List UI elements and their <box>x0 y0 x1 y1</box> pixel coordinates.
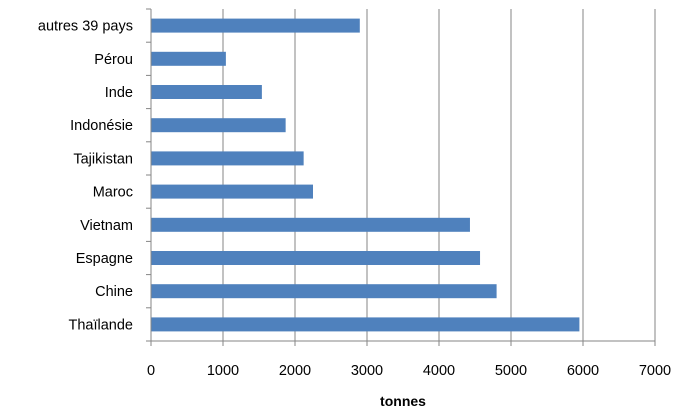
gridlines <box>222 9 656 341</box>
bar <box>151 151 304 166</box>
category-label: Chine <box>95 284 133 300</box>
bar <box>151 284 497 299</box>
x-tick-label: 3000 <box>351 363 383 379</box>
category-label: Inde <box>105 85 133 101</box>
category-label: Pérou <box>94 52 133 68</box>
category-label: Thaïlande <box>69 317 134 333</box>
category-label: Tajikistan <box>73 151 133 167</box>
x-tick-label: 7000 <box>639 363 671 379</box>
x-tick-label: 6000 <box>567 363 599 379</box>
bar <box>151 18 360 33</box>
bar <box>151 85 262 99</box>
tick-labels: 0 1000 2000 3000 4000 5000 6000 7000 <box>147 363 671 379</box>
category-label: autres 39 pays <box>38 19 133 35</box>
category-labels: Thaïlande Chine Espagne Vietnam Maroc Tajikis… <box>38 19 133 334</box>
x-tick-label: 0 <box>147 363 155 379</box>
x-tick-label: 1000 <box>207 363 239 379</box>
x-tick-label: 4000 <box>423 363 455 379</box>
x-tick-label: 5000 <box>495 363 527 379</box>
axes <box>146 8 656 346</box>
x-tick-label: 2000 <box>279 363 311 379</box>
bar <box>151 317 580 332</box>
category-label: Vietnam <box>80 218 133 234</box>
category-label: Espagne <box>76 251 133 267</box>
category-label: Indonésie <box>70 118 133 134</box>
bar <box>151 51 226 66</box>
x-axis-title: tonnes <box>380 393 426 408</box>
bar <box>151 251 481 265</box>
bar <box>151 118 286 133</box>
bar <box>151 217 470 232</box>
bar <box>151 184 313 199</box>
bars <box>151 18 580 332</box>
category-label: Maroc <box>93 185 133 201</box>
